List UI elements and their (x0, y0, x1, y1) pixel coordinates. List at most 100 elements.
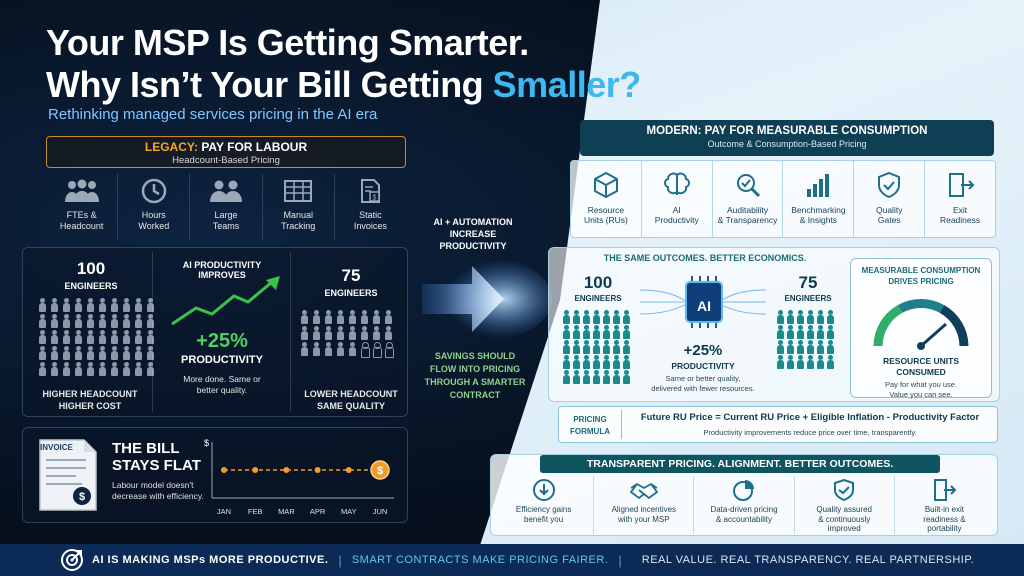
modern-header: MODERN: PAY FOR MEASURABLE CONSUMPTION O… (580, 120, 994, 156)
person-icon (360, 342, 370, 358)
person-icon (312, 310, 321, 324)
person-icon (612, 325, 621, 339)
title-line-2-prefix: Why Isn’t Your Bill Getting (46, 64, 493, 105)
person-icon (806, 355, 815, 369)
divider (290, 252, 291, 412)
person-icon (50, 330, 59, 344)
person-icon (612, 340, 621, 354)
right-arrow-icon (422, 259, 552, 339)
legacy-more-done: More done. Same or better quality. (183, 374, 261, 395)
person-icon (776, 340, 785, 354)
legacy-count-75: 75 (341, 266, 361, 285)
person-icon (602, 370, 611, 384)
modern-item-audit: Auditability & Transparency (713, 161, 784, 237)
person-icon (300, 310, 309, 324)
person-icon (622, 310, 631, 324)
person-icon (602, 340, 611, 354)
bill-description: Labour model doesn't decrease with effici… (112, 480, 204, 501)
modern-pct: +25% (683, 342, 723, 359)
person-icon (572, 340, 581, 354)
person-icon (582, 310, 591, 324)
person-icon (134, 346, 143, 360)
person-icon (806, 310, 815, 324)
person-icon (62, 330, 71, 344)
person-icon (74, 314, 83, 328)
cube-icon (593, 171, 618, 199)
pricing-formula-sub: Productivity improvements reduce price o… (703, 428, 917, 437)
person-icon (612, 310, 621, 324)
person-icon (74, 330, 83, 344)
person-icon (38, 362, 47, 376)
legacy-item-ftes: FTEs & Headcount (46, 174, 119, 240)
x-tick-label: MAY (341, 507, 357, 516)
modern-main: MODERN: PAY FOR MEASURABLE CONSUMPTION (646, 125, 928, 137)
person-icon (38, 346, 47, 360)
x-tick-label: FEB (248, 507, 263, 516)
person-icon (98, 362, 107, 376)
person-icon (562, 355, 571, 369)
person-icon (86, 346, 95, 360)
legacy-header: LEGACY: PAY FOR LABOUR Headcount-Based P… (46, 136, 406, 168)
person-icon (582, 370, 591, 384)
person-icon (86, 314, 95, 328)
person-icon (122, 298, 131, 312)
person-icon (146, 362, 155, 376)
benefit-aligned: Aligned incentives with your MSP (594, 476, 695, 534)
modern-icon-row: Resource Units (RUs) AI Productivity Audit… (570, 160, 996, 238)
person-icon (786, 325, 795, 339)
person-icon (360, 310, 369, 324)
legacy-item-invoices: $ Static Invoices (335, 174, 406, 240)
person-icon (86, 330, 95, 344)
consumption-title: MEASURABLE CONSUMPTION DRIVES PRICING (861, 266, 981, 286)
person-icon (348, 326, 357, 340)
brain-icon (663, 172, 690, 195)
person-icon (110, 330, 119, 344)
person-icon (602, 355, 611, 369)
person-icon (122, 362, 131, 376)
person-icon (74, 298, 83, 312)
person-icon (816, 310, 825, 324)
person-icon (38, 298, 47, 312)
person-icon (62, 314, 71, 328)
person-icon (50, 362, 59, 376)
person-icon (562, 325, 571, 339)
footer-separator: | (618, 552, 622, 568)
person-icon (562, 310, 571, 324)
person-icon (62, 298, 71, 312)
ai-chip-label: AI (697, 298, 711, 314)
benefits-icon-row: Efficiency gains benefit you Aligned ince… (494, 476, 994, 534)
person-icon (372, 326, 381, 340)
person-icon (582, 340, 591, 354)
footer-text-3: REAL VALUE. REAL TRANSPARENCY. REAL PART… (641, 554, 975, 566)
person-icon (336, 326, 345, 340)
same-outcomes-title: THE SAME OUTCOMES. BETTER ECONOMICS. (603, 253, 807, 263)
person-icon (384, 326, 393, 340)
data-point (345, 467, 352, 473)
team-icon (210, 180, 242, 202)
legacy-count-100: 100 (76, 259, 106, 278)
person-icon (146, 314, 155, 328)
pricing-formula-box (558, 406, 998, 443)
person-icon (62, 362, 71, 376)
person-icon (572, 355, 581, 369)
person-icon (98, 298, 107, 312)
person-icon (110, 314, 119, 328)
person-icon (602, 310, 611, 324)
legacy-engineers-label-right: ENGINEERS (324, 288, 378, 298)
person-icon (816, 340, 825, 354)
person-icon (74, 346, 83, 360)
bill-stays-flat: THE BILL STAYS FLAT (112, 440, 201, 474)
flat-bill-chart: $ JAN FEB MAR APR MAY JUN $ (204, 438, 394, 516)
person-icon (384, 342, 394, 358)
exit-door-icon (949, 173, 975, 197)
person-icon (572, 310, 581, 324)
person-icon (622, 325, 631, 339)
data-point (314, 467, 321, 473)
person-icon (786, 340, 795, 354)
person-icon (612, 355, 621, 369)
page-title: Your MSP Is Getting Smarter. Why Isn’t Y… (46, 22, 746, 106)
handshake-icon (629, 482, 659, 500)
legacy-sub: Headcount-Based Pricing (172, 155, 280, 166)
modern-engineers-grid-100 (562, 310, 631, 384)
person-icon (134, 314, 143, 328)
